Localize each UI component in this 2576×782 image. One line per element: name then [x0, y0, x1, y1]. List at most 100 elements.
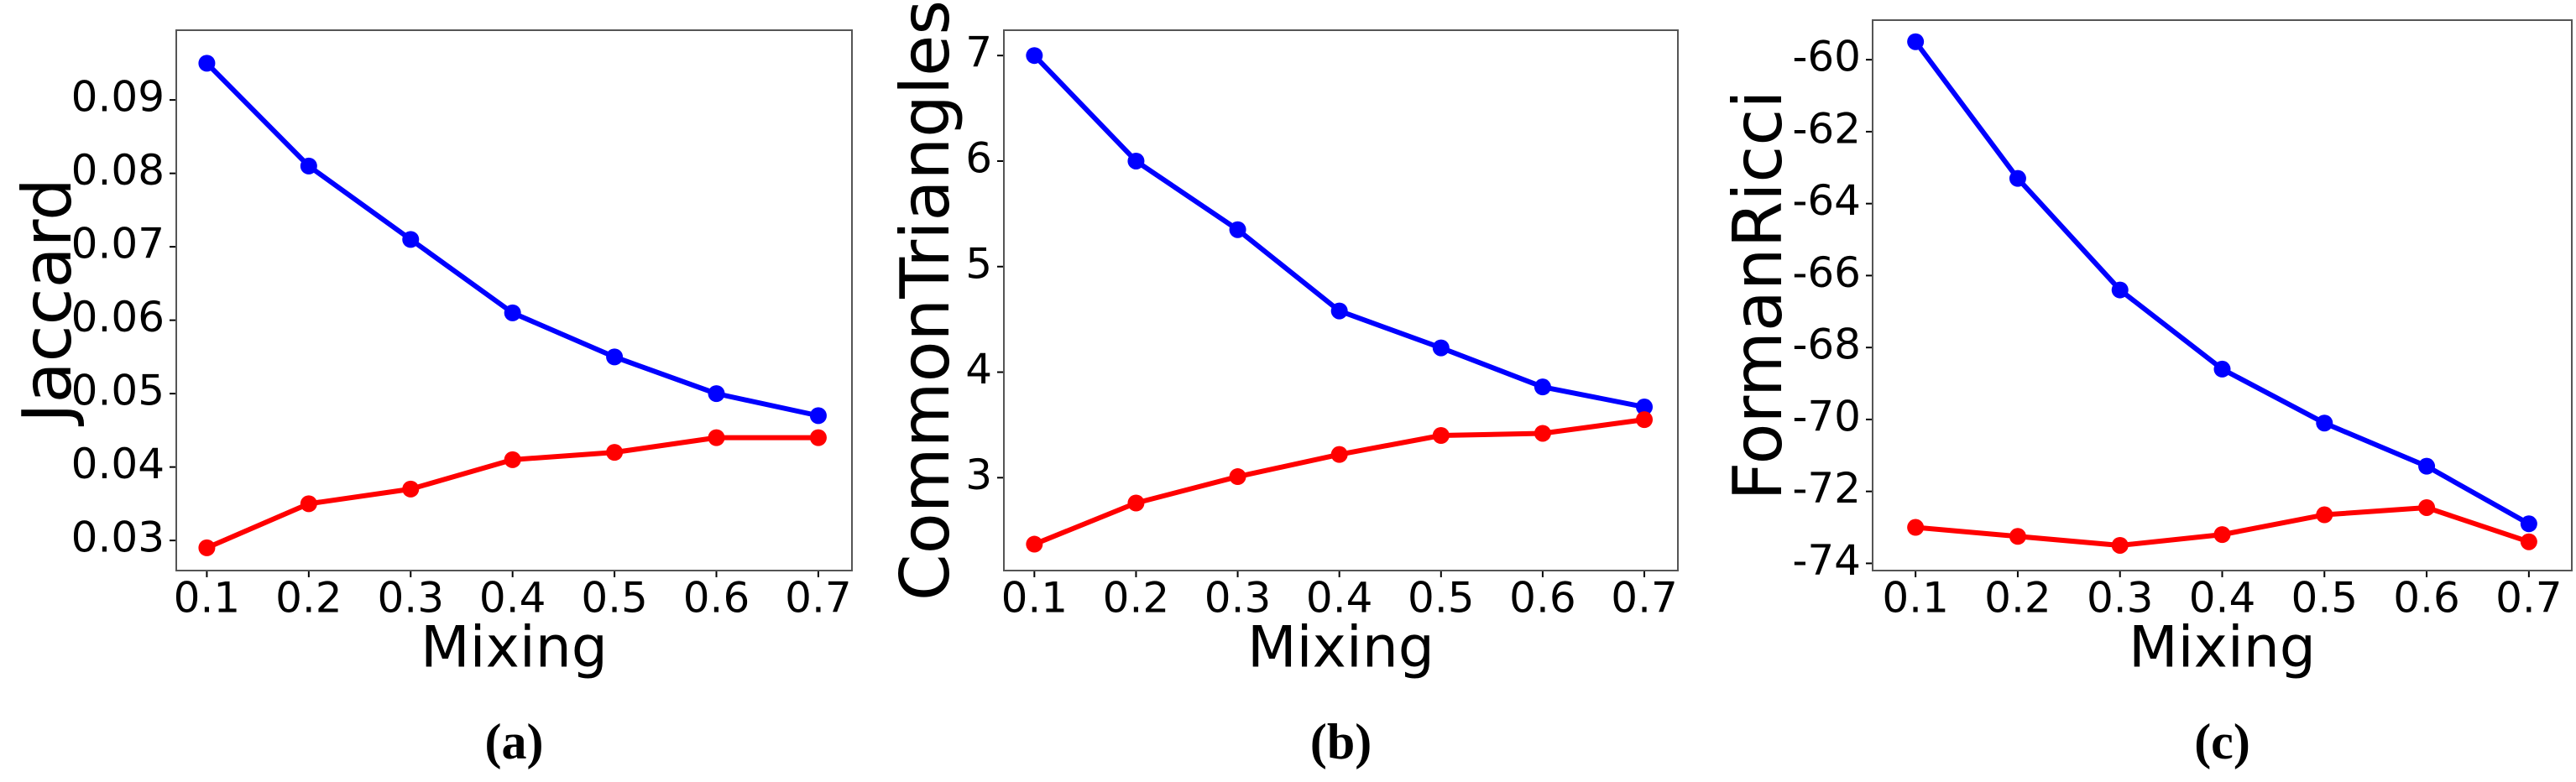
data-point — [198, 539, 216, 556]
series-line — [205, 61, 819, 419]
x-tick-label: 0.3 — [1204, 574, 1272, 623]
data-point — [809, 429, 827, 446]
x-tick-label: 0.4 — [1306, 574, 1373, 623]
y-tick-label: 0.07 — [71, 220, 165, 268]
y-tick-label: 0.04 — [71, 440, 165, 488]
x-tick-label: 0.5 — [2291, 574, 2359, 623]
data-point — [2316, 506, 2333, 524]
data-point — [1229, 468, 1246, 486]
data-point — [708, 429, 725, 446]
data-point — [1026, 535, 1043, 553]
y-tick-label: 4 — [965, 345, 992, 394]
data-point — [1026, 47, 1043, 65]
y-axis-label: CommonTriangles — [886, 0, 964, 601]
caption-paren: ) — [2234, 714, 2250, 769]
panel: 0.1 0.2 0.3 0.4 0.5 0.6 0.7 0.03 0.04 0.05 0.06 0.0… — [8, 29, 853, 769]
data-point — [2520, 515, 2537, 533]
y-tick-label: 0.05 — [71, 367, 165, 415]
x-tick-label: 0.6 — [1509, 574, 1576, 623]
y-tick-label: -62 — [1792, 104, 1861, 153]
data-point — [708, 385, 725, 403]
data-point — [1127, 152, 1145, 169]
x-tick-label: 0.3 — [377, 574, 444, 623]
data-point — [809, 407, 827, 425]
caption-letter: c — [2211, 714, 2234, 769]
y-tick-label: -70 — [1792, 392, 1861, 441]
caption-paren: ( — [2194, 714, 2211, 769]
x-tick-label: 0.5 — [1408, 574, 1475, 623]
data-point — [2520, 533, 2537, 550]
caption: (a) — [485, 714, 544, 769]
data-point — [606, 348, 624, 366]
data-point — [402, 480, 420, 498]
plot-frame — [1872, 19, 2573, 571]
x-axis-label: Mixing — [421, 615, 608, 681]
y-tick-label: -68 — [1792, 321, 1861, 369]
data-point — [300, 495, 317, 513]
caption-paren: ) — [527, 714, 544, 769]
y-tick-label: -66 — [1792, 248, 1861, 297]
data-point — [2418, 498, 2436, 516]
caption-letter: a — [502, 714, 527, 769]
y-tick-label: -74 — [1792, 536, 1861, 585]
data-point — [1330, 446, 1348, 463]
data-point — [2111, 536, 2129, 554]
data-point — [2213, 360, 2231, 378]
data-point — [1636, 399, 1654, 416]
panel: 0.1 0.2 0.3 0.4 0.5 0.6 0.7 -60 -62 -64 -66 -68 -70 -… — [1719, 19, 2573, 769]
data-point — [2418, 457, 2436, 475]
x-tick-label: 0.6 — [2393, 574, 2460, 623]
data-point — [1534, 425, 1551, 442]
y-tick-label: 0.06 — [71, 293, 165, 341]
y-tick-label: -60 — [1792, 33, 1861, 81]
data-point — [1534, 378, 1551, 396]
x-tick-label: 0.4 — [479, 574, 546, 623]
panel: 0.1 0.2 0.3 0.4 0.5 0.6 0.7 3 4 5 6 7 Mixing CommonTr… — [886, 0, 1679, 769]
x-tick-label: 0.3 — [2087, 574, 2154, 623]
y-tick-label: 5 — [965, 239, 992, 288]
y-tick-label: 7 — [965, 29, 992, 77]
plot-frame — [175, 29, 853, 571]
x-tick-label: 0.5 — [581, 574, 648, 623]
data-point — [1636, 411, 1654, 429]
data-point — [198, 55, 216, 72]
data-point — [1432, 427, 1450, 444]
series-line — [1033, 417, 1645, 547]
data-point — [606, 444, 624, 461]
x-tick-label: 0.2 — [275, 574, 342, 623]
x-axis-label: Mixing — [1247, 615, 1434, 681]
x-tick-label: 0.7 — [2495, 574, 2563, 623]
series-line — [1032, 54, 1645, 409]
data-point — [1127, 494, 1145, 512]
x-tick-label: 0.1 — [1882, 574, 1949, 623]
caption-paren: ( — [485, 714, 502, 769]
x-tick-label: 0.7 — [1611, 574, 1678, 623]
caption: (b) — [1310, 714, 1372, 769]
y-tick-label: 6 — [965, 133, 992, 182]
x-tick-label: 0.1 — [1001, 574, 1069, 623]
data-point — [504, 451, 521, 468]
data-point — [2316, 414, 2333, 432]
y-tick-label: 0.03 — [71, 514, 165, 562]
caption-letter: b — [1327, 714, 1355, 769]
data-point — [1229, 221, 1246, 238]
y-tick-label: 0.09 — [71, 73, 165, 122]
data-point — [2009, 169, 2026, 187]
y-axis-label: FormanRicci — [1719, 90, 1797, 500]
x-axis-label: Mixing — [2129, 615, 2316, 681]
data-point — [2111, 281, 2129, 299]
x-tick-label: 0.6 — [683, 574, 750, 623]
x-tick-label: 0.7 — [785, 574, 852, 623]
x-tick-label: 0.4 — [2189, 574, 2256, 623]
data-point — [2009, 528, 2026, 545]
data-point — [1907, 519, 1925, 536]
x-tick-label: 0.2 — [1984, 574, 2051, 623]
series-line — [1913, 39, 2531, 526]
x-tick-label: 0.1 — [174, 574, 241, 623]
caption-paren: ( — [1310, 714, 1327, 769]
y-tick-label: -64 — [1792, 176, 1861, 225]
plot-frame — [1003, 29, 1679, 571]
data-point — [1907, 33, 1925, 50]
y-tick-label: 3 — [965, 451, 992, 499]
